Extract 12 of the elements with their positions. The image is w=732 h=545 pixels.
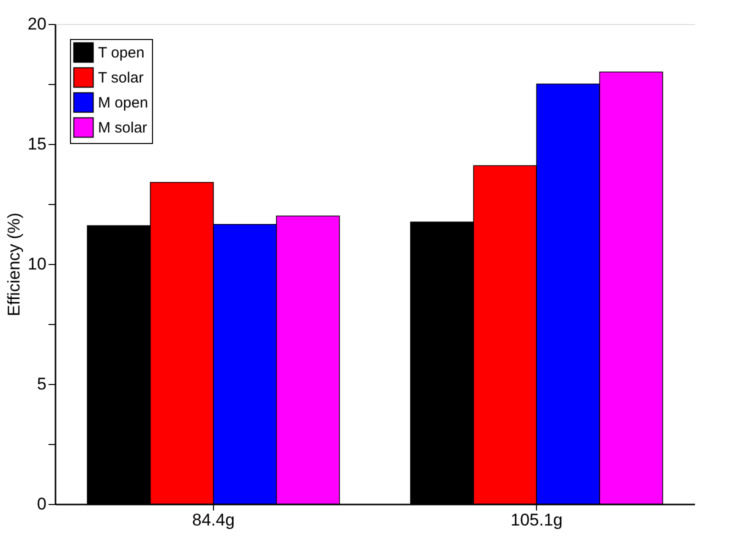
y-axis-title: Efficiency (%) xyxy=(4,212,24,316)
y-tick-label: 20 xyxy=(28,14,46,34)
y-tick-label: 10 xyxy=(28,254,46,274)
legend-label: T solar xyxy=(98,70,144,86)
y-tick-label: 0 xyxy=(37,494,46,514)
legend-label: M open xyxy=(98,94,148,112)
x-tick-label: 105.1g xyxy=(510,510,563,530)
legend-label: M solar xyxy=(98,120,148,136)
y-tick-label: 15 xyxy=(28,134,46,154)
legend-label: T open xyxy=(98,44,144,62)
x-tick-label: 84.4g xyxy=(192,510,235,530)
y-tick-label: 5 xyxy=(37,374,46,394)
